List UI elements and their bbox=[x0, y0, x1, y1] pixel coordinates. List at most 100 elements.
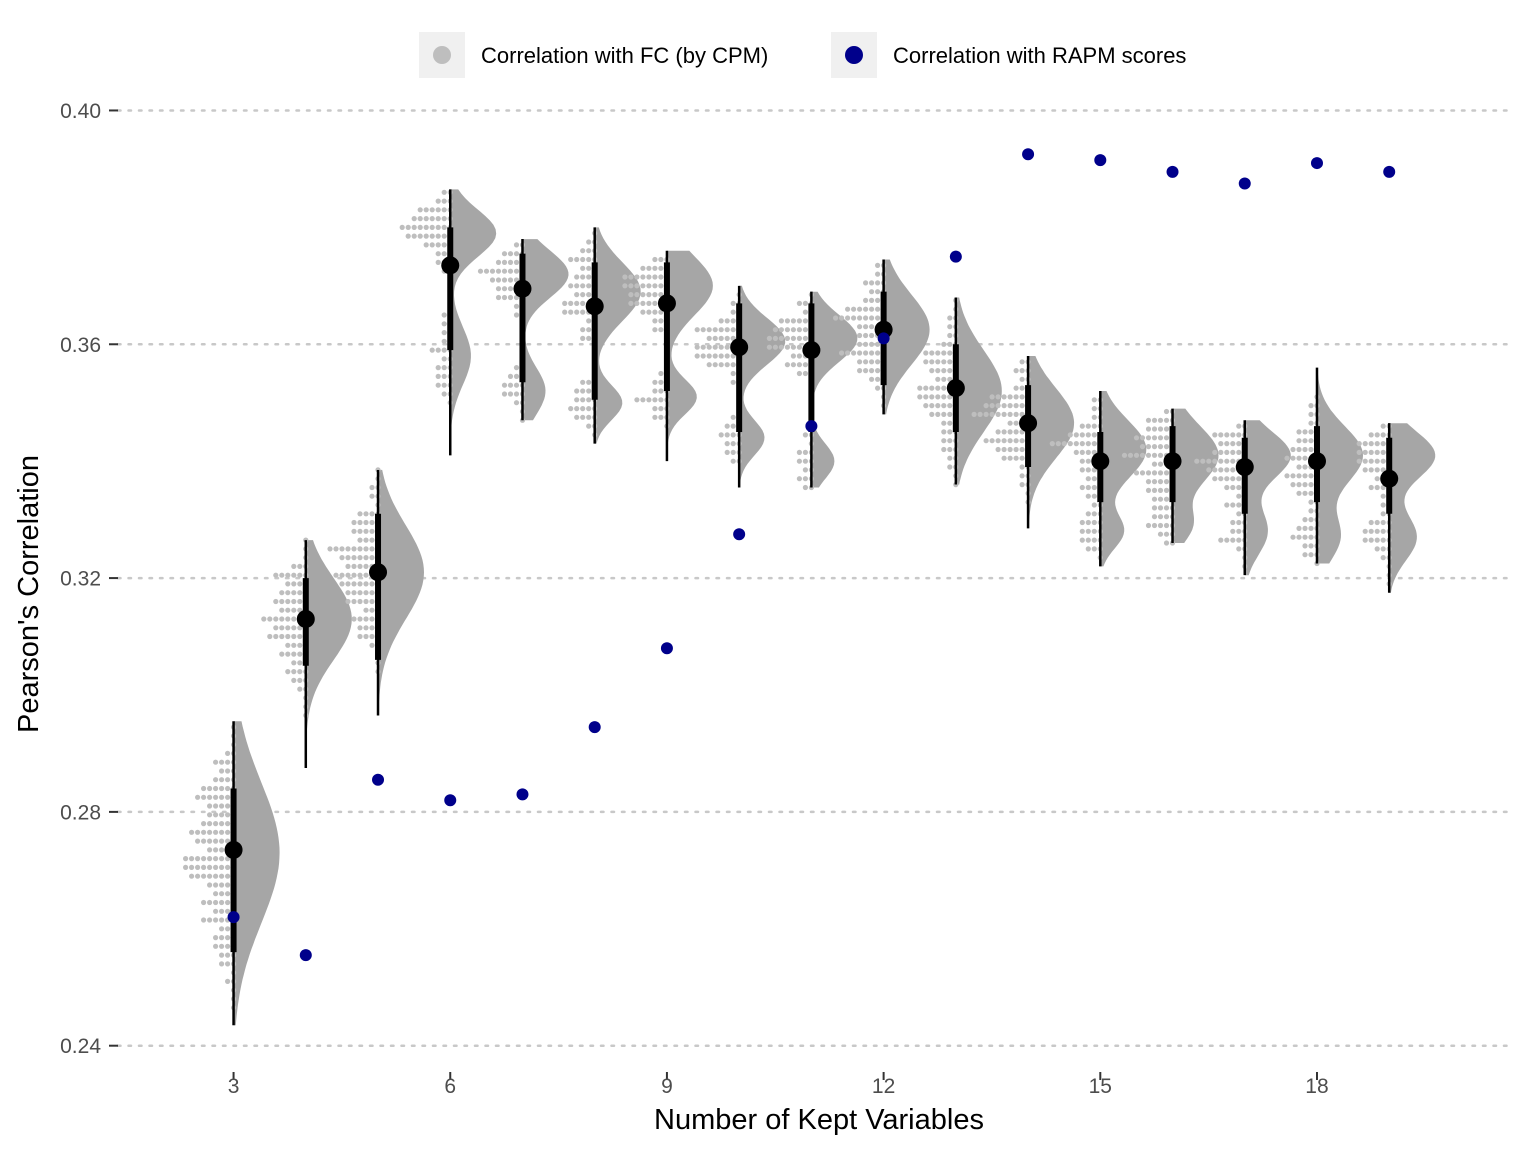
cpm-dot bbox=[195, 864, 201, 871]
rapm-point bbox=[877, 332, 890, 345]
cpm-dot bbox=[1079, 458, 1085, 464]
cpm-dot bbox=[1085, 528, 1091, 534]
cpm-dot bbox=[501, 382, 508, 388]
rapm-point bbox=[1094, 154, 1107, 167]
rapm-point bbox=[372, 773, 385, 786]
cpm-dot bbox=[796, 335, 803, 341]
cpm-dot bbox=[1380, 511, 1386, 517]
cpm-dot bbox=[712, 362, 718, 368]
cpm-dot bbox=[435, 373, 441, 379]
cpm-dot bbox=[1374, 537, 1380, 543]
cpm-dot bbox=[369, 555, 375, 561]
cpm-dot bbox=[363, 598, 369, 605]
cpm-dot bbox=[495, 259, 502, 265]
cpm-dot bbox=[1380, 528, 1386, 534]
cpm-dot bbox=[1314, 560, 1320, 567]
cpm-dot bbox=[1151, 435, 1158, 441]
cpm-dot bbox=[1019, 368, 1025, 374]
cpm-dot bbox=[941, 411, 947, 417]
cpm-dot bbox=[219, 891, 225, 897]
cpm-dot bbox=[1374, 458, 1380, 464]
cpm-dot bbox=[1236, 502, 1242, 508]
cpm-dot bbox=[730, 441, 736, 447]
cpm-dot bbox=[345, 572, 351, 578]
cpm-dot bbox=[1157, 435, 1164, 441]
cpm-dot bbox=[1019, 446, 1025, 453]
mean-point bbox=[441, 256, 460, 275]
cpm-dot bbox=[863, 297, 869, 303]
cpm-dot bbox=[411, 233, 417, 239]
cpm-dot bbox=[363, 555, 369, 561]
rapm-point bbox=[227, 911, 240, 924]
cpm-dot bbox=[1145, 426, 1152, 432]
cpm-dot bbox=[947, 446, 953, 453]
cpm-dot bbox=[875, 289, 881, 295]
cpm-dot bbox=[875, 368, 881, 374]
cpm-dot bbox=[297, 563, 303, 570]
cpm-dot bbox=[947, 359, 953, 365]
cpm-dot bbox=[219, 847, 225, 853]
cpm-dot bbox=[875, 271, 881, 277]
cpm-dot bbox=[1368, 519, 1374, 526]
cpm-dot bbox=[724, 344, 730, 350]
cpm-dot bbox=[189, 829, 195, 835]
cpm-dot bbox=[634, 292, 640, 298]
cpm-dot bbox=[219, 952, 225, 958]
cpm-dot bbox=[285, 669, 291, 675]
density-cloud bbox=[305, 540, 352, 768]
cpm-dot bbox=[1296, 490, 1302, 496]
cpm-dot bbox=[935, 385, 941, 391]
cpm-dot bbox=[1218, 467, 1224, 473]
cpm-dot bbox=[730, 318, 736, 324]
cpm-dot bbox=[941, 403, 947, 409]
cpm-dot bbox=[219, 943, 225, 949]
cpm-dot bbox=[219, 812, 225, 818]
cpm-dot bbox=[869, 280, 875, 286]
cpm-dot bbox=[784, 335, 791, 341]
cpm-dot bbox=[935, 376, 941, 382]
cpm-dot bbox=[1218, 537, 1224, 543]
cpm-dot bbox=[1356, 449, 1362, 455]
cpm-dot bbox=[183, 856, 189, 862]
rapm-point bbox=[949, 250, 962, 263]
cpm-dot bbox=[441, 338, 447, 344]
cpm-dot bbox=[423, 242, 429, 248]
cpm-dot bbox=[989, 411, 995, 417]
mean-point bbox=[1235, 458, 1254, 477]
cpm-dot bbox=[327, 546, 333, 552]
cpm-dot bbox=[845, 306, 851, 312]
cpm-dot bbox=[658, 256, 664, 263]
mean-point bbox=[1380, 469, 1399, 488]
cpm-dot bbox=[658, 274, 664, 280]
cpm-dot bbox=[291, 598, 297, 605]
cpm-dot bbox=[1091, 519, 1097, 526]
cpm-dot bbox=[1007, 455, 1013, 461]
cpm-dot bbox=[875, 315, 881, 321]
cpm-dot bbox=[1380, 423, 1386, 429]
cpm-dot bbox=[435, 207, 441, 213]
legend-label-cpm: Correlation with FC (by CPM) bbox=[481, 43, 768, 68]
density-cloud bbox=[1100, 391, 1147, 567]
cpm-dot bbox=[1200, 458, 1206, 464]
cpm-dot bbox=[207, 812, 213, 818]
cpm-dot bbox=[1085, 423, 1091, 429]
cpm-dot bbox=[333, 572, 339, 578]
cpm-dot bbox=[357, 616, 363, 622]
cpm-dot bbox=[291, 607, 297, 613]
cpm-dot bbox=[706, 362, 712, 368]
cpm-dot bbox=[869, 306, 875, 312]
cpm-dot bbox=[225, 794, 231, 800]
cpm-dot bbox=[580, 274, 586, 280]
cpm-dot bbox=[694, 344, 700, 350]
cpm-dot bbox=[297, 633, 303, 640]
cpm-dot bbox=[1019, 464, 1025, 470]
cpm-dot bbox=[1296, 473, 1302, 479]
cpm-dot bbox=[441, 242, 447, 248]
cpm-dot bbox=[207, 847, 213, 853]
cpm-dot bbox=[429, 242, 435, 248]
cpm-dot bbox=[730, 370, 736, 377]
cpm-dot bbox=[857, 324, 863, 330]
cpm-dot bbox=[1157, 479, 1164, 485]
cpm-dot bbox=[213, 864, 219, 871]
cpm-dot bbox=[1236, 476, 1242, 482]
